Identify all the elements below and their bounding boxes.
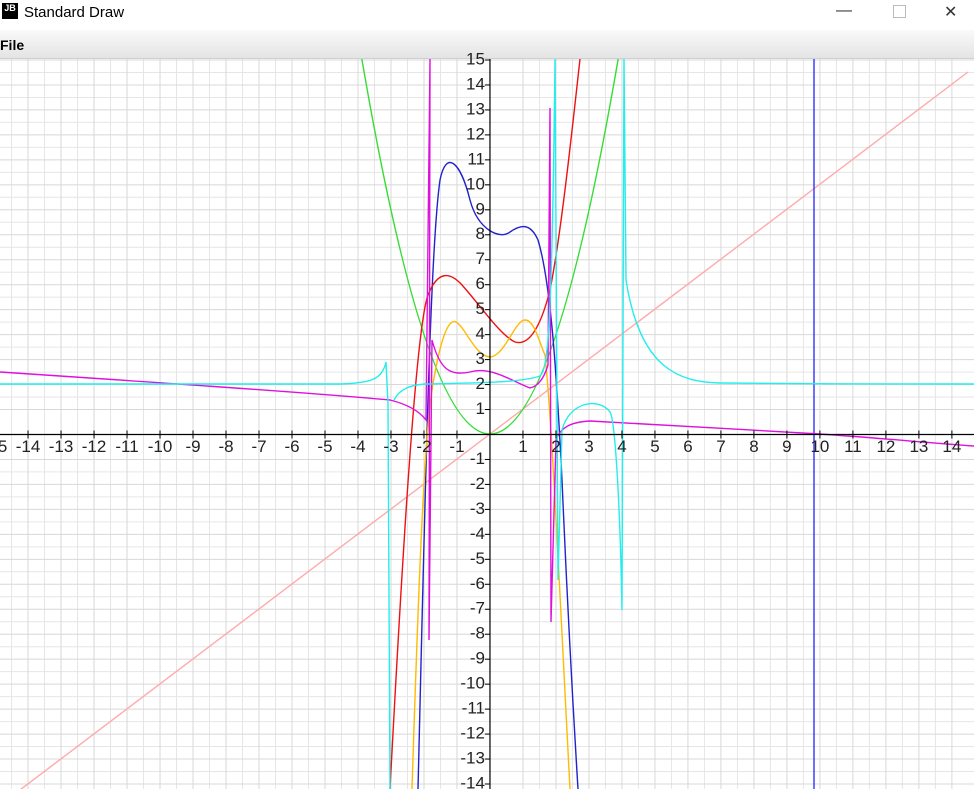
title-bar: JB Standard Draw — ✕ (0, 0, 974, 30)
close-button[interactable]: ✕ (944, 4, 958, 21)
y-tick-label: -10 (460, 674, 485, 693)
curve (0, 59, 974, 789)
x-tick-label: 1 (518, 437, 527, 456)
minimize-button[interactable]: — (836, 2, 852, 19)
x-tick-label: -11 (115, 437, 138, 456)
y-tick-label: 3 (476, 349, 485, 368)
axes: -15-14-13-12-11-10-9-8-7-6-5-4-3-2-11234… (0, 49, 974, 789)
y-tick-label: 6 (476, 274, 485, 293)
x-tick-label: 11 (844, 437, 862, 456)
y-tick-label: -1 (470, 449, 485, 468)
y-tick-label: 10 (466, 174, 485, 193)
curve (411, 319, 571, 789)
x-tick-label: -15 (0, 437, 7, 456)
x-tick-label: 6 (683, 437, 692, 456)
x-tick-label: 13 (909, 437, 928, 456)
x-tick-label: -4 (350, 437, 365, 456)
y-tick-label: -13 (460, 749, 485, 768)
y-tick-label: 7 (476, 249, 485, 268)
x-tick-label: -13 (49, 437, 74, 456)
x-tick-label: -1 (449, 437, 464, 456)
x-tick-label: -14 (16, 437, 41, 456)
menu-item[interactable]: File (0, 37, 25, 53)
x-tick-label: -10 (148, 437, 173, 456)
y-tick-label: -11 (462, 699, 485, 718)
x-tick-label: 4 (617, 437, 626, 456)
x-tick-label: 7 (716, 437, 725, 456)
x-tick-label: -8 (218, 437, 233, 456)
curve (0, 59, 974, 641)
x-tick-label: 12 (876, 437, 895, 456)
y-tick-label: -3 (470, 499, 485, 518)
x-tick-label: -9 (185, 437, 200, 456)
y-tick-label: -6 (470, 574, 485, 593)
x-tick-label: 9 (782, 437, 791, 456)
app-icon: JB (2, 3, 18, 19)
curve (417, 161, 579, 789)
curve (389, 59, 581, 789)
x-tick-label: -12 (82, 437, 107, 456)
grid (0, 59, 974, 789)
y-tick-label: 4 (476, 324, 485, 343)
x-tick-label: 5 (650, 437, 659, 456)
x-tick-label: 8 (749, 437, 758, 456)
y-tick-label: -14 (460, 773, 485, 789)
y-tick-label: 14 (466, 74, 485, 93)
y-tick-label: -5 (470, 549, 485, 568)
x-tick-label: 2 (551, 437, 560, 456)
window-title: Standard Draw (24, 4, 125, 21)
y-tick-label: 8 (476, 224, 485, 243)
y-tick-label: 1 (476, 399, 485, 418)
y-tick-label: -12 (460, 724, 485, 743)
maximize-button[interactable] (893, 5, 906, 18)
y-tick-label: -7 (470, 599, 485, 618)
x-tick-label: -6 (284, 437, 299, 456)
y-tick-label: 9 (476, 199, 485, 218)
y-tick-label: 13 (466, 99, 485, 118)
x-tick-label: 10 (810, 437, 829, 456)
menu-bar: File (0, 30, 974, 59)
curves (0, 59, 974, 789)
x-tick-label: 14 (942, 437, 961, 456)
y-tick-label: -8 (470, 624, 485, 643)
y-tick-label: -4 (470, 524, 485, 543)
y-tick-label: 11 (467, 149, 485, 168)
x-tick-label: -2 (416, 437, 431, 456)
x-tick-label: -5 (317, 437, 332, 456)
y-tick-label: 5 (476, 299, 485, 318)
x-tick-label: -3 (383, 437, 398, 456)
y-tick-label: 15 (466, 49, 485, 68)
y-tick-label: -2 (470, 474, 485, 493)
x-tick-label: 3 (584, 437, 593, 456)
x-tick-label: -7 (251, 437, 266, 456)
y-tick-label: -9 (470, 649, 485, 668)
y-tick-label: 2 (476, 374, 485, 393)
y-tick-label: 12 (466, 124, 485, 143)
